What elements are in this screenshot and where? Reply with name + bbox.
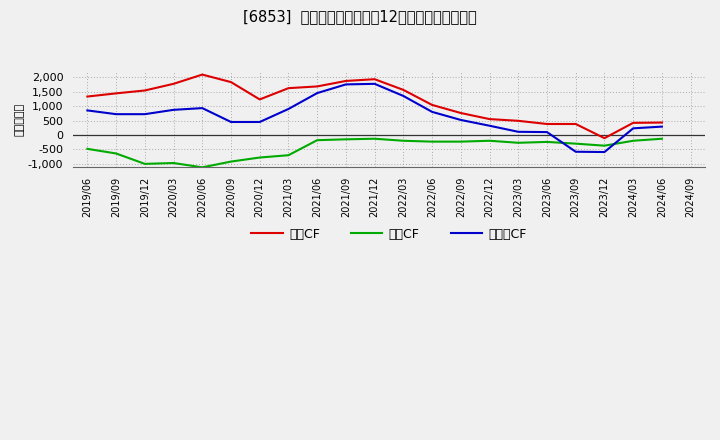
フリーCF xyxy=(428,109,436,114)
営業CF xyxy=(629,120,637,125)
投資CF xyxy=(169,160,178,165)
フリーCF xyxy=(83,108,91,113)
投資CF xyxy=(370,136,379,141)
フリーCF xyxy=(112,111,120,117)
フリーCF xyxy=(543,129,552,135)
投資CF xyxy=(256,155,264,160)
投資CF xyxy=(341,137,350,142)
投資CF xyxy=(112,151,120,156)
フリーCF xyxy=(341,82,350,87)
フリーCF xyxy=(227,119,235,125)
営業CF xyxy=(227,80,235,85)
投資CF xyxy=(514,140,523,146)
フリーCF xyxy=(256,119,264,125)
投資CF xyxy=(83,146,91,151)
フリーCF xyxy=(399,93,408,99)
フリーCF xyxy=(600,150,609,155)
フリーCF xyxy=(169,107,178,113)
営業CF xyxy=(456,110,465,116)
投資CF xyxy=(629,138,637,143)
投資CF xyxy=(399,138,408,143)
投資CF xyxy=(543,139,552,145)
営業CF xyxy=(341,78,350,84)
営業CF xyxy=(657,120,666,125)
投資CF xyxy=(485,138,494,143)
フリーCF xyxy=(485,123,494,128)
営業CF xyxy=(112,91,120,96)
フリーCF xyxy=(657,124,666,129)
投資CF xyxy=(657,136,666,141)
Text: [6853]  キャッシュフローの12か月移動合計の推移: [6853] キャッシュフローの12か月移動合計の推移 xyxy=(243,9,477,24)
営業CF xyxy=(313,84,322,89)
Line: フリーCF: フリーCF xyxy=(87,84,662,152)
フリーCF xyxy=(370,81,379,87)
フリーCF xyxy=(198,106,207,111)
営業CF xyxy=(256,97,264,102)
営業CF xyxy=(169,81,178,87)
フリーCF xyxy=(572,149,580,154)
営業CF xyxy=(572,121,580,127)
フリーCF xyxy=(514,129,523,135)
営業CF xyxy=(514,118,523,124)
投資CF xyxy=(140,161,149,166)
営業CF xyxy=(198,72,207,77)
営業CF xyxy=(284,85,293,91)
フリーCF xyxy=(284,106,293,112)
Y-axis label: （百万円）: （百万円） xyxy=(15,103,25,136)
フリーCF xyxy=(140,111,149,117)
営業CF xyxy=(543,121,552,127)
Legend: 営業CF, 投資CF, フリーCF: 営業CF, 投資CF, フリーCF xyxy=(246,223,531,246)
営業CF xyxy=(485,117,494,122)
フリーCF xyxy=(456,117,465,123)
投資CF xyxy=(456,139,465,144)
営業CF xyxy=(428,102,436,107)
フリーCF xyxy=(313,91,322,96)
投資CF xyxy=(198,165,207,170)
フリーCF xyxy=(629,126,637,131)
投資CF xyxy=(428,139,436,144)
Line: 投資CF: 投資CF xyxy=(87,139,662,167)
投資CF xyxy=(284,153,293,158)
Line: 営業CF: 営業CF xyxy=(87,74,662,138)
投資CF xyxy=(227,159,235,164)
営業CF xyxy=(140,88,149,93)
営業CF xyxy=(370,77,379,82)
投資CF xyxy=(600,143,609,148)
投資CF xyxy=(313,138,322,143)
営業CF xyxy=(399,87,408,92)
投資CF xyxy=(572,141,580,146)
営業CF xyxy=(83,94,91,99)
営業CF xyxy=(600,136,609,141)
